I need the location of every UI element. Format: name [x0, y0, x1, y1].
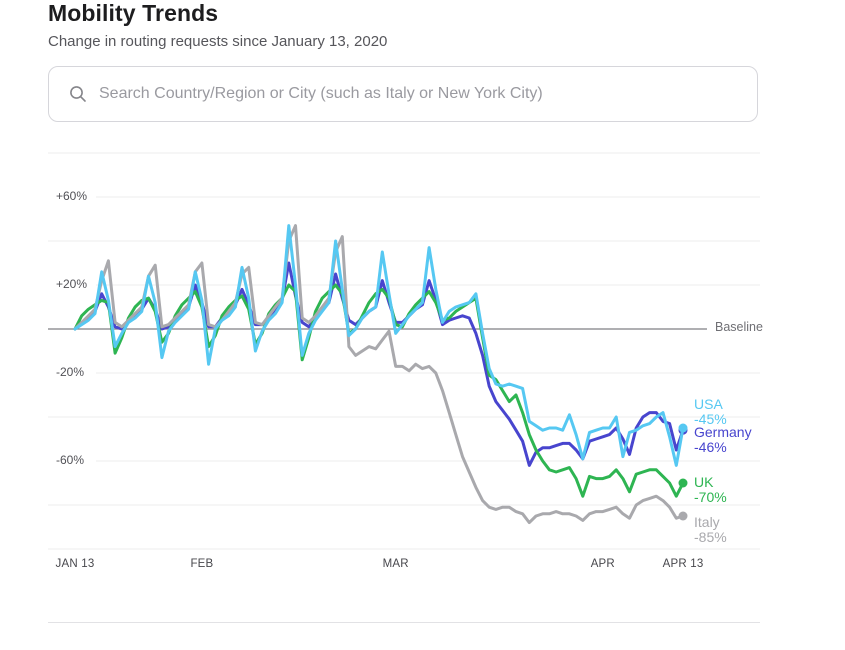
search-input[interactable] [97, 84, 741, 104]
search-icon [70, 86, 86, 102]
page-subtitle: Change in routing requests since January… [48, 33, 388, 50]
section-divider [48, 622, 760, 623]
series-end-dot-usa [678, 423, 688, 433]
series-line-usa [73, 224, 685, 467]
series-end-dot-italy [678, 511, 688, 521]
series-end-dot-uk [678, 478, 688, 488]
series-line-uk [73, 283, 685, 498]
series-line-italy [73, 224, 685, 525]
search-box[interactable] [48, 66, 758, 122]
page-title: Mobility Trends [48, 0, 219, 26]
